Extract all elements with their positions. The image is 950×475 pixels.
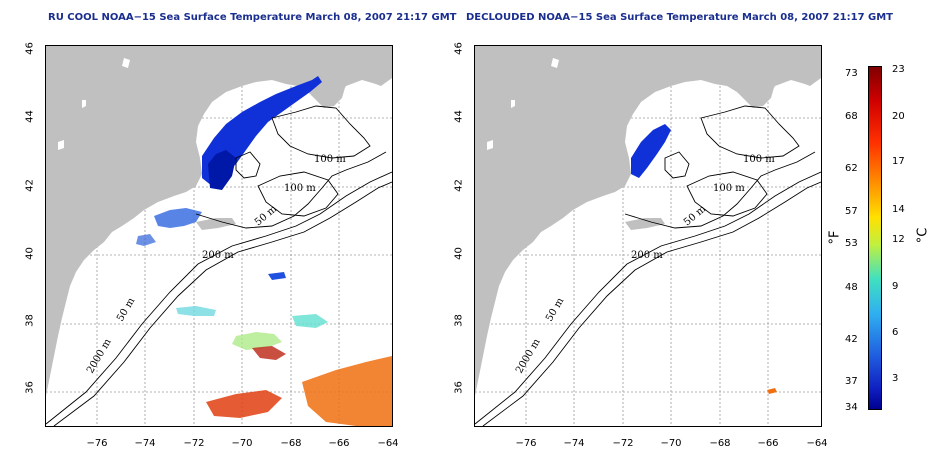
colorbar-f-label: 42 [845,334,858,345]
x-tick: −76 [86,438,108,449]
colorbar-c-label: 9 [892,281,899,292]
celsius-unit-label: °C [915,227,931,244]
contour-label: 100 m [284,183,316,194]
colorbar-f-label: 48 [845,282,858,293]
colorbar-c-label: 17 [892,156,905,167]
x-tick: −64 [806,438,828,449]
colorbar-f-label: 73 [845,68,858,79]
sst-map-raw: 100 m 100 m 50 m 200 m 50 m 2000 m [45,45,393,427]
colorbar-c-label: 20 [892,111,905,122]
contour-label: 50 m [115,296,137,324]
contour-label: 2000 m [85,337,114,376]
left-map-title: RU COOL NOAA−15 Sea Surface Temperature … [48,12,457,23]
x-tick: −66 [757,438,779,449]
contour-label: 50 m [544,296,566,324]
contour-label: 100 m [713,183,745,194]
x-tick: −70 [660,438,682,449]
temperature-colorbar [868,66,882,410]
y-tick: 36 [453,381,465,394]
x-tick: −70 [231,438,253,449]
x-tick: −68 [280,438,302,449]
y-tick: 36 [24,381,36,394]
colorbar-c-label: 3 [892,373,899,384]
y-tick: 40 [24,247,36,260]
fahrenheit-unit-label: °F [827,230,843,245]
colorbar-f-label: 53 [845,238,858,249]
y-tick: 38 [24,314,36,327]
contour-label: 200 m [631,250,663,261]
colorbar-f-label: 68 [845,111,858,122]
x-tick: −72 [183,438,205,449]
sst-map-declouded: 100 m 100 m 50 m 200 m 50 m 2000 m [474,45,822,427]
colorbar-c-label: 14 [892,204,905,215]
colorbar-c-label: 23 [892,64,905,75]
y-tick: 46 [24,42,36,55]
y-tick: 38 [453,314,465,327]
right-map-title: DECLOUDED NOAA−15 Sea Surface Temperatur… [466,12,894,23]
y-tick: 44 [24,110,36,123]
y-tick: 44 [453,110,465,123]
x-tick: −76 [515,438,537,449]
x-tick: −66 [328,438,350,449]
colorbar-c-label: 12 [892,234,905,245]
colorbar-c-label: 6 [892,327,899,338]
contour-label: 100 m [743,154,775,165]
colorbar-f-label: 62 [845,163,858,174]
contour-label: 200 m [202,250,234,261]
colorbar-f-label: 34 [845,402,858,413]
colorbar-f-label: 57 [845,206,858,217]
x-tick: −74 [134,438,156,449]
map-raw-canvas: 100 m 100 m 50 m 200 m 50 m 2000 m [46,46,392,426]
x-tick: −68 [709,438,731,449]
contour-label: 100 m [314,154,346,165]
x-tick: −74 [563,438,585,449]
map-declouded-canvas: 100 m 100 m 50 m 200 m 50 m 2000 m [475,46,821,426]
y-tick: 46 [453,42,465,55]
y-tick: 42 [453,179,465,192]
x-tick: −64 [377,438,399,449]
contour-label: 2000 m [514,337,543,376]
y-tick: 42 [24,179,36,192]
y-tick: 40 [453,247,465,260]
x-tick: −72 [612,438,634,449]
colorbar-f-label: 37 [845,376,858,387]
